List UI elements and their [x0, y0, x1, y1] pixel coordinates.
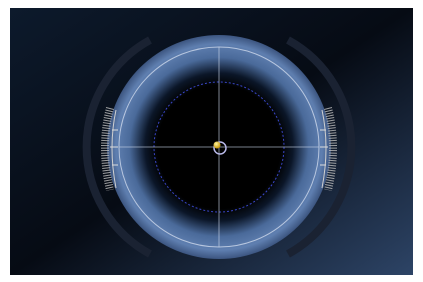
scope-screen	[0, 0, 423, 282]
center-dot	[214, 142, 221, 149]
page	[0, 0, 423, 282]
